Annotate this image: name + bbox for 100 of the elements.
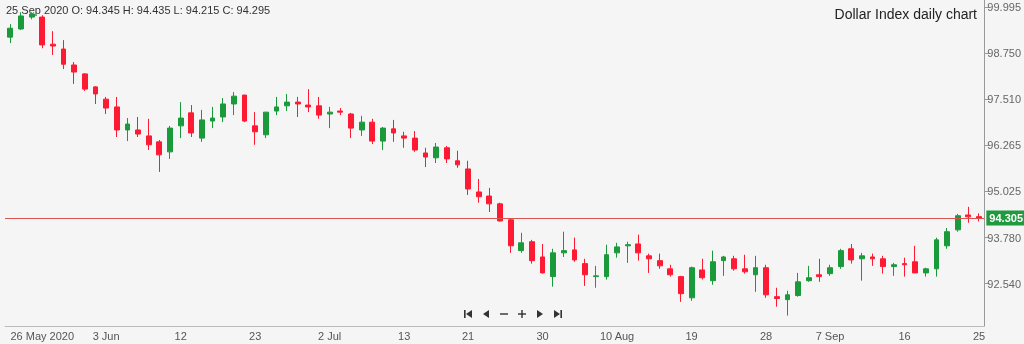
ref-line-label: 94.305 <box>989 211 1024 224</box>
candlestick <box>114 96 120 138</box>
candlestick <box>518 232 524 254</box>
candlestick <box>902 257 907 278</box>
candlestick <box>444 145 450 164</box>
candlestick <box>731 255 737 272</box>
candlestick <box>486 187 492 213</box>
candlestick <box>721 255 726 277</box>
candlestick <box>274 96 279 116</box>
candlestick <box>667 264 673 278</box>
candlestick <box>774 287 780 308</box>
candlestick <box>359 115 365 137</box>
candlestick <box>465 160 471 196</box>
candlestick <box>337 107 343 116</box>
candlestick <box>263 111 269 139</box>
candlestick <box>39 14 45 49</box>
candlestick <box>284 93 290 112</box>
candlestick <box>316 96 322 120</box>
candlestick <box>838 248 844 270</box>
y-tick-label: 95.025 <box>987 185 1022 198</box>
x-tick-label: 7 Sep <box>815 329 845 342</box>
annotation: 25 Sep 2020 O: 94.345 H: 94.435 L: 94.215 C: 94.295 <box>6 3 271 16</box>
candlestick <box>125 117 130 142</box>
candlestick <box>923 267 929 278</box>
candlestick <box>348 112 354 139</box>
candlestick <box>944 227 950 250</box>
candlestick <box>635 234 641 262</box>
candlestick <box>401 131 407 149</box>
candlestick <box>561 231 567 258</box>
candlestick <box>657 253 663 270</box>
candlestick <box>210 106 215 129</box>
candlestick <box>753 255 758 293</box>
candlestick <box>103 96 109 115</box>
x-tick-label: 23 <box>249 329 262 342</box>
candlestick <box>50 30 56 56</box>
y-tick-label: 99.995 <box>987 0 1022 13</box>
candlestick <box>859 252 865 282</box>
candlestick <box>327 106 333 129</box>
candlestick <box>242 94 247 123</box>
candlestick <box>423 147 428 168</box>
x-tick-label: 25 <box>972 329 986 342</box>
candlestick <box>305 88 311 113</box>
chart-title: Dollar Index daily chart <box>834 6 978 22</box>
y-tick-label: 98.750 <box>987 47 1022 60</box>
candlestick <box>816 258 822 283</box>
candlestick <box>369 118 375 145</box>
candlestick <box>146 118 152 151</box>
candlestick <box>604 244 609 281</box>
candlestick <box>391 119 396 143</box>
candlestick <box>199 109 205 143</box>
candlestick <box>529 239 535 265</box>
candlestick <box>572 237 577 263</box>
x-tick-label: 28 <box>760 329 773 342</box>
candlestick <box>582 258 588 287</box>
candlestick <box>455 150 460 169</box>
candlestick <box>965 206 971 224</box>
candlestick <box>295 96 301 118</box>
candlestick <box>646 253 652 274</box>
candlestick <box>380 126 386 151</box>
x-tick-label: 30 <box>536 329 549 342</box>
candlestick <box>178 101 184 139</box>
candlestick <box>806 265 812 283</box>
candlestick <box>550 248 556 288</box>
candlestick <box>891 262 897 277</box>
candlestick <box>689 266 695 302</box>
candlestick <box>18 11 24 31</box>
x-tick-label: 21 <box>461 329 475 342</box>
candlestick <box>71 61 77 85</box>
candlestick <box>231 91 237 116</box>
candlestick <box>508 218 514 254</box>
candlestick <box>870 253 875 267</box>
candlestick <box>188 104 194 138</box>
candlestick <box>497 202 503 223</box>
candlestick <box>7 23 13 44</box>
candlestick <box>795 272 801 298</box>
candlestick <box>625 241 631 264</box>
candlestick <box>785 290 790 317</box>
candlestick <box>433 142 439 164</box>
x-tick-label: 16 <box>898 329 911 342</box>
candlestick <box>742 254 748 275</box>
candlestick <box>827 264 833 277</box>
candlestick <box>412 130 418 153</box>
y-tick-label: 93.780 <box>987 231 1022 244</box>
candlestick <box>167 125 173 160</box>
x-tick-label: 12 <box>174 329 187 342</box>
y-tick-label: 92.540 <box>987 277 1022 290</box>
candlestick <box>540 243 545 275</box>
candlestick <box>93 85 98 105</box>
candlestick <box>934 237 939 278</box>
candlestick <box>476 178 482 204</box>
candlestick <box>156 139 162 173</box>
candlestick <box>614 242 620 259</box>
candlestick <box>61 39 66 70</box>
x-tick-label: 26 May 2020 <box>10 329 75 342</box>
candlestick <box>220 97 226 123</box>
candlestick <box>699 258 705 281</box>
x-tick-label: 2 Jul <box>318 329 342 342</box>
candlestick <box>763 264 769 299</box>
candlestick <box>678 275 684 303</box>
candlestick <box>252 111 258 146</box>
